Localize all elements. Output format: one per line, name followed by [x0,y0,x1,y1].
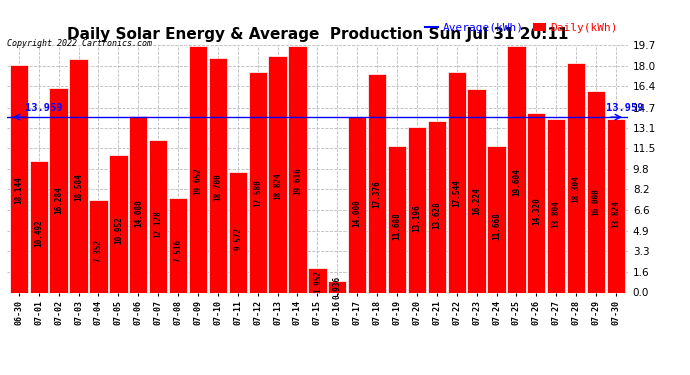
Text: 9.572: 9.572 [233,227,242,250]
Bar [328,281,346,292]
Text: 19.652: 19.652 [193,168,202,195]
Bar [268,56,287,292]
Text: 13.824: 13.824 [611,201,620,228]
Text: 16.284: 16.284 [54,187,63,214]
Text: 12.128: 12.128 [154,210,163,238]
Text: 17.544: 17.544 [452,180,461,207]
Text: 1.952: 1.952 [313,270,322,293]
Bar [388,146,406,292]
Bar [368,74,386,292]
Text: Copyright 2022 Cartronics.com: Copyright 2022 Cartronics.com [7,39,152,48]
Text: 13.804: 13.804 [552,201,561,228]
Text: 14.080: 14.080 [134,199,143,227]
Text: 11.688: 11.688 [393,213,402,240]
Text: 14.320: 14.320 [532,198,541,225]
Text: 17.580: 17.580 [253,179,262,207]
Bar [527,112,546,292]
Text: 17.376: 17.376 [373,180,382,208]
Title: Daily Solar Energy & Average  Production Sun Jul 31 20:11: Daily Solar Energy & Average Production … [67,27,568,42]
Bar [408,127,426,292]
Text: 10.492: 10.492 [34,219,43,247]
Text: 0.936: 0.936 [333,276,342,299]
Bar [547,119,565,292]
Text: 18.304: 18.304 [571,175,581,203]
Bar [428,121,446,292]
Bar [607,119,625,292]
Bar [288,46,306,292]
Text: 16.224: 16.224 [472,187,481,214]
Text: 18.700: 18.700 [213,173,222,201]
Text: 19.616: 19.616 [293,168,302,195]
Text: 13.628: 13.628 [433,202,442,229]
Text: 7.516: 7.516 [174,238,183,262]
Bar [109,155,128,292]
Text: 18.584: 18.584 [74,174,83,201]
Text: 10.952: 10.952 [114,217,123,244]
Bar [228,172,247,292]
Bar [567,63,585,292]
Bar [348,117,366,292]
Bar [50,88,68,292]
Bar [10,64,28,292]
Bar [448,72,466,292]
Text: 18.824: 18.824 [273,172,282,200]
Bar [587,92,605,292]
Bar [208,58,227,292]
Text: 13.959: 13.959 [25,103,62,113]
Bar [507,46,526,292]
Bar [308,268,326,292]
Bar [89,200,108,292]
Text: 13.196: 13.196 [413,204,422,232]
Bar [468,88,486,292]
Bar [248,72,267,292]
Bar [487,146,506,292]
Bar [129,116,148,292]
Legend: Average(kWh), Daily(kWh): Average(kWh), Daily(kWh) [420,18,622,37]
Bar [30,160,48,292]
Bar [70,59,88,292]
Text: 13.959: 13.959 [606,103,644,113]
Text: 14.000: 14.000 [353,200,362,227]
Text: 7.352: 7.352 [94,239,103,262]
Text: 16.000: 16.000 [591,188,600,216]
Text: 18.144: 18.144 [14,176,23,204]
Bar [189,46,207,292]
Text: 19.604: 19.604 [512,168,521,195]
Text: 11.668: 11.668 [492,213,501,240]
Bar [169,198,187,292]
Bar [149,140,167,292]
